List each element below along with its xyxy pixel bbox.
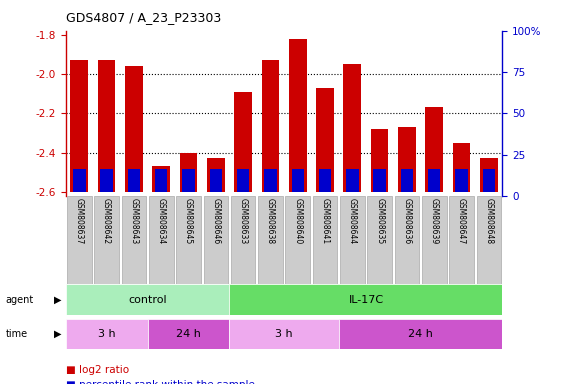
Text: GSM808645: GSM808645 xyxy=(184,199,193,245)
FancyBboxPatch shape xyxy=(477,196,501,284)
FancyBboxPatch shape xyxy=(422,196,447,284)
Text: 24 h: 24 h xyxy=(176,329,201,339)
Bar xyxy=(128,169,140,192)
FancyBboxPatch shape xyxy=(395,196,419,284)
FancyBboxPatch shape xyxy=(67,196,91,284)
Text: ▶: ▶ xyxy=(54,329,62,339)
Bar xyxy=(70,60,88,192)
FancyBboxPatch shape xyxy=(258,196,283,284)
FancyBboxPatch shape xyxy=(94,196,119,284)
Bar xyxy=(316,88,334,192)
Text: time: time xyxy=(6,329,28,339)
FancyBboxPatch shape xyxy=(230,319,339,349)
Bar xyxy=(482,169,495,192)
Bar xyxy=(73,169,86,192)
Bar xyxy=(425,108,443,192)
Bar xyxy=(455,169,468,192)
Text: GSM808648: GSM808648 xyxy=(484,199,493,245)
Bar xyxy=(480,159,498,192)
Bar xyxy=(152,166,170,192)
FancyBboxPatch shape xyxy=(66,319,147,349)
Bar xyxy=(207,159,225,192)
FancyBboxPatch shape xyxy=(449,196,474,284)
Bar xyxy=(125,66,143,192)
Text: control: control xyxy=(128,295,167,305)
Text: 3 h: 3 h xyxy=(98,329,115,339)
FancyBboxPatch shape xyxy=(231,196,255,284)
FancyBboxPatch shape xyxy=(122,196,146,284)
Text: GSM808634: GSM808634 xyxy=(156,199,166,245)
Text: GSM808637: GSM808637 xyxy=(75,199,84,245)
Text: GSM808635: GSM808635 xyxy=(375,199,384,245)
Text: ■ percentile rank within the sample: ■ percentile rank within the sample xyxy=(66,380,255,384)
Text: GDS4807 / A_23_P23303: GDS4807 / A_23_P23303 xyxy=(66,12,221,25)
Bar xyxy=(289,38,307,192)
Text: GSM808647: GSM808647 xyxy=(457,199,466,245)
Bar xyxy=(182,169,195,192)
Bar xyxy=(453,143,471,192)
Bar xyxy=(210,169,222,192)
Bar xyxy=(292,169,304,192)
Text: GSM808638: GSM808638 xyxy=(266,199,275,245)
Bar xyxy=(100,169,113,192)
Bar xyxy=(319,169,331,192)
FancyBboxPatch shape xyxy=(340,196,365,284)
Text: GSM808644: GSM808644 xyxy=(348,199,357,245)
Text: 3 h: 3 h xyxy=(275,329,293,339)
Bar xyxy=(398,127,416,192)
Text: GSM808642: GSM808642 xyxy=(102,199,111,245)
Bar xyxy=(264,169,276,192)
FancyBboxPatch shape xyxy=(230,284,502,315)
Bar xyxy=(98,60,115,192)
Bar xyxy=(234,92,252,192)
Text: GSM808633: GSM808633 xyxy=(239,199,248,245)
Text: GSM808636: GSM808636 xyxy=(403,199,412,245)
Text: GSM808643: GSM808643 xyxy=(130,199,138,245)
Bar xyxy=(155,169,167,192)
Text: ▶: ▶ xyxy=(54,295,62,305)
FancyBboxPatch shape xyxy=(367,196,392,284)
Text: agent: agent xyxy=(6,295,34,305)
Bar xyxy=(180,152,198,192)
Bar xyxy=(428,169,440,192)
Bar xyxy=(262,60,279,192)
Bar xyxy=(237,169,250,192)
FancyBboxPatch shape xyxy=(339,319,502,349)
Bar xyxy=(373,169,386,192)
Text: GSM808641: GSM808641 xyxy=(320,199,329,245)
Text: GSM808646: GSM808646 xyxy=(211,199,220,245)
Bar xyxy=(346,169,359,192)
FancyBboxPatch shape xyxy=(149,196,174,284)
Text: 24 h: 24 h xyxy=(408,329,433,339)
Bar xyxy=(401,169,413,192)
Bar xyxy=(371,129,388,192)
FancyBboxPatch shape xyxy=(147,319,230,349)
FancyBboxPatch shape xyxy=(176,196,201,284)
Text: GSM808639: GSM808639 xyxy=(430,199,439,245)
Text: IL-17C: IL-17C xyxy=(348,295,384,305)
FancyBboxPatch shape xyxy=(286,196,310,284)
Bar xyxy=(343,64,361,192)
FancyBboxPatch shape xyxy=(203,196,228,284)
FancyBboxPatch shape xyxy=(313,196,337,284)
Text: ■ log2 ratio: ■ log2 ratio xyxy=(66,365,129,375)
Text: GSM808640: GSM808640 xyxy=(293,199,302,245)
FancyBboxPatch shape xyxy=(66,284,230,315)
